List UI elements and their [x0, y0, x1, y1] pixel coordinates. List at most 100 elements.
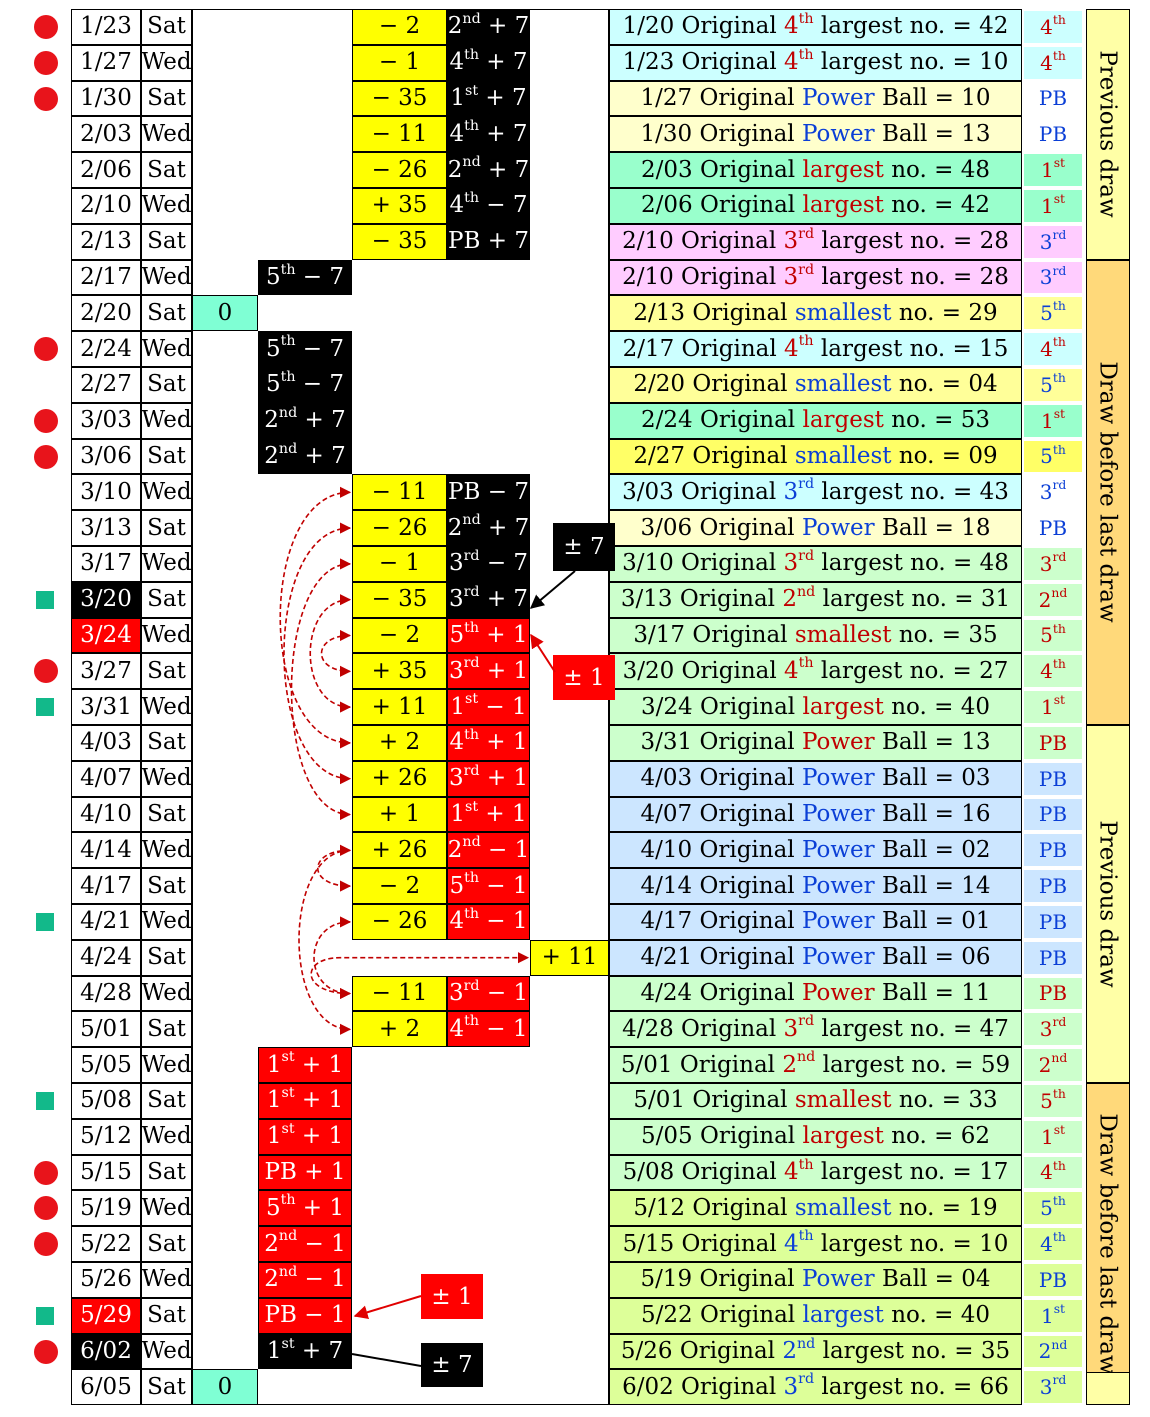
date-cell: 4/14 [71, 832, 141, 869]
day-text: Sat [147, 371, 186, 398]
difference-cell: − 2 [352, 617, 447, 654]
day-cell: Sat [141, 152, 192, 188]
shift-operation: + 7 [479, 120, 528, 147]
position-shift-cell: PB − 1 [258, 1297, 352, 1334]
date-text: 5/08 [80, 1087, 132, 1114]
original-date: 5/01 [633, 1087, 686, 1114]
position-label-cell: PB [1024, 870, 1082, 902]
shift-position: 1 [450, 693, 466, 720]
original-word: Original [673, 263, 784, 290]
rank-word: largest [814, 263, 903, 290]
day-cell: Wed [141, 188, 192, 224]
original-number-cell: 3/31 Original Power Ball = 13 [609, 725, 1022, 761]
shift-position: 2 [264, 442, 279, 469]
original-number-cell: 4/17 Original Power Ball = 01 [609, 904, 1022, 940]
equals-word: = [927, 120, 962, 147]
side-end-cap [1086, 1372, 1130, 1406]
original-word: Original [692, 944, 802, 971]
position-label: 2 [1038, 1053, 1052, 1078]
original-value: 35 [968, 621, 998, 648]
original-word: Original [674, 1230, 785, 1257]
date-cell: 2/13 [71, 223, 141, 260]
date-cell: 4/17 [71, 868, 141, 904]
original-date: 4/24 [640, 979, 693, 1006]
original-word: Original [692, 765, 802, 792]
original-date: 5/05 [641, 1123, 693, 1150]
shift-operation: + 1 [479, 657, 529, 684]
original-date: 3/13 [620, 586, 673, 613]
shift-position: 1 [266, 1087, 282, 1114]
original-value: 04 [961, 1266, 991, 1293]
date-cell: 3/27 [71, 653, 141, 690]
original-number-cell: 2/20 Original smallest no. = 04 [609, 367, 1022, 403]
no-word: no. = [891, 1194, 969, 1221]
side-period-text: Previous draw [1095, 50, 1122, 218]
original-value: 13 [961, 729, 991, 756]
day-cell: Sat [141, 438, 192, 475]
original-date: 1/23 [622, 49, 675, 76]
no-word: no. = [891, 621, 969, 648]
difference-cell: + 2 [352, 725, 447, 761]
difference-text: − 26 [371, 156, 428, 183]
shift-operation: − 1 [479, 979, 529, 1006]
side-period-label: Previous draw [1086, 725, 1130, 1083]
rank-word: largest [815, 1051, 905, 1078]
green-square-marker [36, 698, 54, 717]
date-text: 5/22 [80, 1230, 132, 1257]
original-number-cell: 4/07 Original Power Ball = 16 [609, 796, 1022, 833]
position-label: 4 [1040, 659, 1053, 684]
day-cell: Sat [141, 80, 192, 117]
original-word: Original [672, 1337, 783, 1364]
original-value: 40 [960, 693, 990, 720]
rank-position: 3 [783, 1015, 799, 1042]
day-cell: Sat [141, 367, 192, 403]
position-label-cell: PB [1024, 977, 1082, 1010]
equals-word: = [927, 872, 962, 899]
original-date: 3/17 [633, 621, 686, 648]
red-dot-marker [34, 1339, 58, 1364]
day-cell: Wed [141, 1190, 192, 1227]
original-value: 13 [961, 120, 991, 147]
original-number-cell: 2/06 Original largest no. = 42 [609, 188, 1022, 224]
shift-position: 2 [447, 156, 463, 183]
day-text: Wed [141, 407, 192, 434]
rank-position: 3 [783, 228, 799, 255]
ball-word: Ball [874, 872, 928, 899]
shift-operation: − 7 [479, 550, 529, 577]
date-text: 4/07 [80, 765, 132, 792]
original-number-cell: 4/03 Original Power Ball = 03 [609, 760, 1022, 797]
rank-word: largest [802, 1123, 884, 1150]
difference-cell: − 26 [352, 904, 447, 940]
ball-word: Ball [874, 836, 928, 863]
difference-text: − 1 [378, 49, 421, 76]
shift-position: 4 [449, 1015, 465, 1042]
no-word: no. = [883, 693, 961, 720]
original-number-cell: 3/06 Original Power Ball = 18 [609, 510, 1022, 546]
shift-operation: + 1 [478, 800, 527, 827]
difference-cell: − 26 [352, 510, 447, 546]
equals-word: = [927, 765, 962, 792]
date-cell: 1/23 [71, 9, 141, 45]
shift-operation: + 1 [294, 1051, 344, 1078]
day-cell: Sat [141, 1297, 192, 1334]
position-label: 2 [1038, 587, 1052, 612]
original-word: Original [692, 192, 803, 219]
shift-operation: − 7 [295, 371, 345, 398]
date-cell: 4/24 [71, 939, 141, 976]
difference-cell: − 11 [352, 116, 447, 153]
no-word: no. = [891, 1087, 969, 1114]
date-text: 1/23 [80, 13, 132, 40]
day-cell: Sat [141, 9, 192, 45]
